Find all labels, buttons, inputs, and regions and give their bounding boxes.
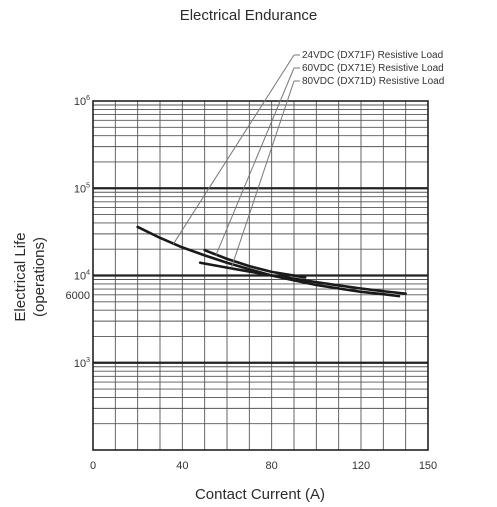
x-axis-title: Contact Current (A) xyxy=(195,486,325,503)
legend-label-3: 80VDC (DX71D) Resistive Load xyxy=(302,76,444,87)
series-line-2 xyxy=(203,248,307,279)
x-tick-label: 80 xyxy=(266,460,278,472)
legend: 24VDC (DX71F) Resistive Load 60VDC (DX71E… xyxy=(172,50,444,268)
legend-pointer-3 xyxy=(230,80,295,268)
legend-label-1: 24VDC (DX71F) Resistive Load xyxy=(302,50,443,61)
y-axis-title-line2: (operations) xyxy=(31,237,48,317)
y-tick-label-extra: 6000 xyxy=(66,290,90,302)
legend-label-2: 60VDC (DX71E) Resistive Load xyxy=(302,63,444,74)
x-tick-label: 40 xyxy=(176,460,188,472)
legend-pointer-1 xyxy=(172,54,295,245)
grid xyxy=(92,100,429,451)
x-tick-label: 0 xyxy=(90,460,96,472)
chart-title: Electrical Endurance xyxy=(179,7,318,24)
series-line-3 xyxy=(198,261,407,295)
y-tick-label: 105 xyxy=(74,182,90,195)
x-tick-label: 120 xyxy=(352,460,370,472)
y-axis-title-line1: Electrical Life xyxy=(12,232,29,321)
y-tick-label: 103 xyxy=(74,357,90,370)
legend-pointer-2 xyxy=(215,67,295,256)
series-curves xyxy=(136,225,407,298)
series-line-1 xyxy=(136,225,401,298)
y-tick-label: 106 xyxy=(74,95,90,108)
plot-frame xyxy=(92,100,429,451)
tick-labels: 0 40 80 120 150 106 105 104 103 6000 xyxy=(66,95,438,472)
x-tick-label: 150 xyxy=(419,460,437,472)
y-tick-label: 104 xyxy=(74,270,90,283)
